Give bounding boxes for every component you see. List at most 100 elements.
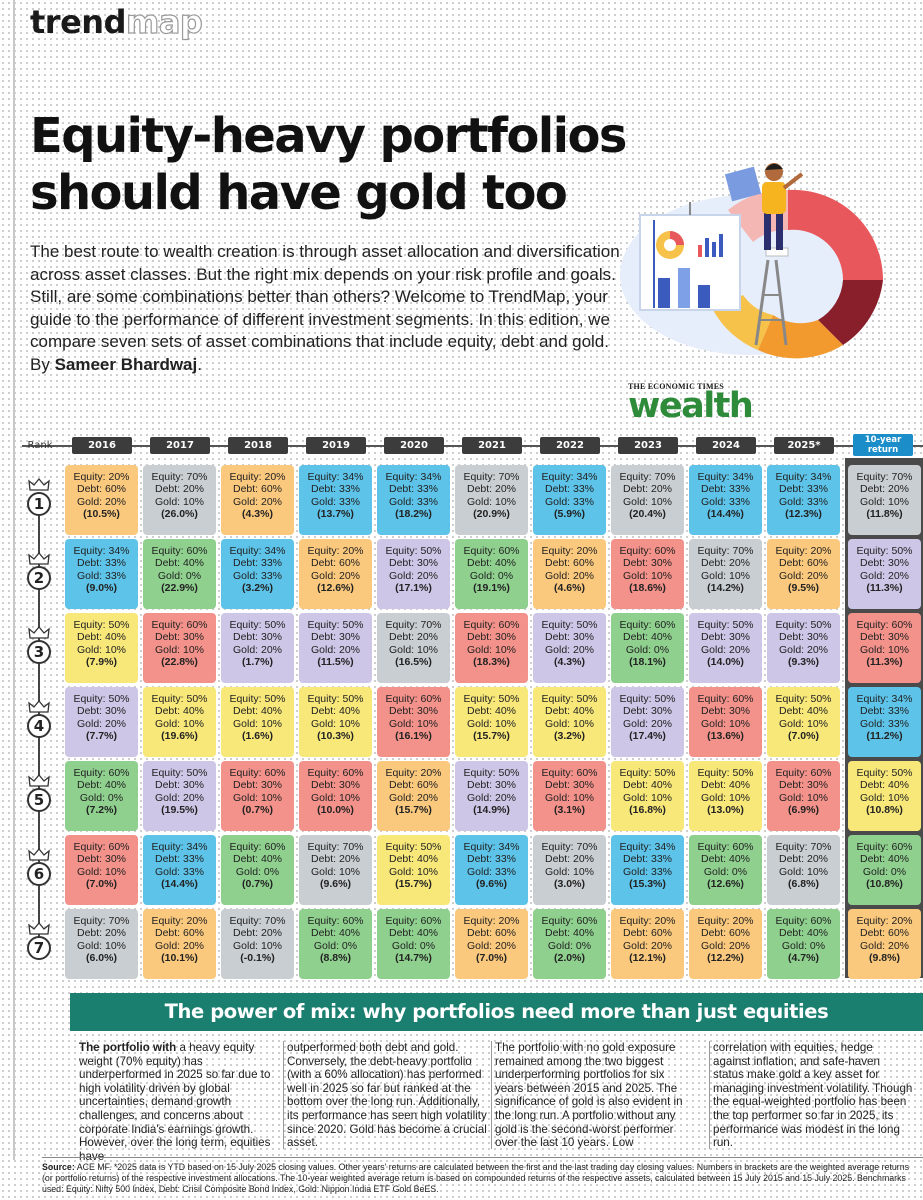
gold-share: Gold: 0% [781, 939, 826, 952]
allocation-cell: Equity: 34% Debt: 33% Gold: 33% (9.0%) [65, 539, 138, 609]
gold-share: Gold: 20% [778, 643, 829, 656]
rank-badge: 3 [25, 625, 53, 669]
portfolio-return: (14.2%) [707, 582, 744, 595]
equity-share: Equity: 60% [385, 693, 442, 705]
rank-badge: 1 [25, 477, 53, 521]
gold-share: Gold: 10% [700, 791, 751, 804]
gold-share: Gold: 10% [859, 643, 910, 656]
logo-wealth-word: wealth [628, 386, 754, 426]
year-header: 2020 [384, 437, 444, 454]
gold-share: Gold: 10% [154, 495, 205, 508]
side-rule [13, 0, 15, 1160]
gold-share: Gold: 20% [544, 643, 595, 656]
person-arm [782, 172, 804, 190]
gold-share: Gold: 20% [859, 569, 910, 582]
equity-share: Equity: 50% [541, 693, 598, 705]
allocation-cell: Equity: 50% Debt: 30% Gold: 20% (19.5%) [143, 761, 216, 831]
allocation-cell: Equity: 20% Debt: 60% Gold: 20% (12.6%) [299, 539, 372, 609]
allocation-cell: Equity: 34% Debt: 33% Gold: 33% (14.4%) [143, 835, 216, 905]
allocation-cell: Equity: 60% Debt: 40% Gold: 0% (2.0%) [533, 909, 606, 979]
allocation-cell: Equity: 60% Debt: 40% Gold: 0% (4.7%) [767, 909, 840, 979]
body-column-3: The portfolio with no gold exposure rema… [495, 1041, 683, 1150]
debt-share: Debt: 40% [232, 853, 283, 866]
gold-share: Gold: 10% [859, 791, 910, 804]
year-header: 2023 [618, 437, 678, 454]
equity-share: Equity: 70% [151, 471, 208, 483]
allocation-cell: Equity: 60% Debt: 30% Gold: 10% (0.7%) [221, 761, 294, 831]
portfolio-return: (6.9%) [788, 804, 819, 817]
rank-badge: 7 [25, 921, 53, 965]
debt-share: Debt: 60% [544, 557, 595, 570]
portfolio-return: (11.5%) [317, 656, 354, 669]
portfolio-return: (14.4%) [707, 508, 744, 521]
headline: Equity-heavy portfolios should have gold… [30, 108, 650, 222]
ten-year-cell: Equity: 60% Debt: 30% Gold: 10% (11.3%) [848, 613, 921, 683]
portfolio-return: (11.3%) [866, 656, 903, 669]
year-header: 2017 [150, 437, 210, 454]
portfolio-return: (12.2%) [707, 952, 744, 965]
allocation-cell: Equity: 60% Debt: 30% Gold: 10% (18.3%) [455, 613, 528, 683]
allocation-cell: Equity: 50% Debt: 40% Gold: 10% (19.6%) [143, 687, 216, 757]
gold-share: Gold: 33% [544, 495, 595, 508]
portfolio-return: (4.3%) [242, 508, 273, 521]
allocation-cell: Equity: 50% Debt: 30% Gold: 20% (17.1%) [377, 539, 450, 609]
portfolio-return: (5.9%) [554, 508, 585, 521]
allocation-cell: Equity: 60% Debt: 30% Gold: 10% (16.1%) [377, 687, 450, 757]
portfolio-return: (14.4%) [161, 878, 198, 891]
portfolio-return: (15.7%) [395, 804, 432, 817]
source-rule [42, 1157, 923, 1158]
debt-share: Debt: 33% [466, 853, 517, 866]
column-divider-1 [283, 1041, 284, 1149]
portfolio-return: (10.3%) [317, 730, 354, 743]
portfolio-return: (3.1%) [554, 804, 585, 817]
gold-share: Gold: 33% [466, 865, 517, 878]
equity-share: Equity: 20% [856, 915, 913, 927]
portfolio-return: (22.8%) [161, 656, 198, 669]
ten-year-cell: Equity: 20% Debt: 60% Gold: 20% (9.8%) [848, 909, 921, 979]
portfolio-return: (15.3%) [629, 878, 666, 891]
portfolio-return: (3.0%) [554, 878, 585, 891]
allocation-cell: Equity: 50% Debt: 30% Gold: 20% (7.7%) [65, 687, 138, 757]
allocation-cell: Equity: 60% Debt: 30% Gold: 10% (6.9%) [767, 761, 840, 831]
gold-share: Gold: 10% [466, 643, 517, 656]
allocation-cell: Equity: 70% Debt: 20% Gold: 10% (16.5%) [377, 613, 450, 683]
portfolio-return: (4.7%) [788, 952, 819, 965]
gold-share: Gold: 33% [778, 495, 829, 508]
portfolio-return: (6.0%) [86, 952, 117, 965]
equity-share: Equity: 50% [73, 619, 130, 631]
debt-share: Debt: 40% [622, 631, 673, 644]
equity-share: Equity: 20% [151, 915, 208, 927]
allocation-cell: Equity: 50% Debt: 30% Gold: 20% (1.7%) [221, 613, 294, 683]
board-mini-bar-2 [705, 238, 709, 257]
portfolio-return: (7.2%) [86, 804, 117, 817]
debt-share: Debt: 33% [700, 483, 751, 496]
gold-share: Gold: 10% [232, 791, 283, 804]
gold-share: Gold: 10% [154, 717, 205, 730]
portfolio-return: (9.6%) [476, 878, 507, 891]
debt-share: Debt: 33% [76, 557, 127, 570]
equity-share: Equity: 60% [73, 841, 130, 853]
portfolio-return: (12.6%) [317, 582, 354, 595]
equity-share: Equity: 50% [619, 767, 676, 779]
portfolio-return: (15.7%) [473, 730, 510, 743]
debt-share: Debt: 33% [154, 853, 205, 866]
ten-year-header: 10-year return [853, 434, 913, 456]
source-note: Source: ACE MF. *2025 data is YTD based … [42, 1162, 922, 1195]
equity-share: Equity: 50% [229, 619, 286, 631]
allocation-cell: Equity: 34% Debt: 33% Gold: 33% (13.7%) [299, 465, 372, 535]
allocation-cell: Equity: 20% Debt: 60% Gold: 20% (12.2%) [689, 909, 762, 979]
gold-share: Gold: 20% [466, 939, 517, 952]
crown-icon [28, 921, 50, 935]
equity-share: Equity: 50% [697, 767, 754, 779]
portfolio-return: (26.0%) [161, 508, 198, 521]
portfolio-return: (14.9%) [473, 804, 510, 817]
debt-share: Debt: 20% [76, 927, 127, 940]
allocation-cell: Equity: 34% Debt: 33% Gold: 33% (5.9%) [533, 465, 606, 535]
allocation-cell: Equity: 50% Debt: 40% Gold: 10% (15.7%) [377, 835, 450, 905]
year-header: 2018 [228, 437, 288, 454]
debt-share: Debt: 60% [232, 483, 283, 496]
debt-share: Debt: 33% [778, 483, 829, 496]
equity-share: Equity: 50% [541, 619, 598, 631]
debt-share: Debt: 40% [700, 853, 751, 866]
